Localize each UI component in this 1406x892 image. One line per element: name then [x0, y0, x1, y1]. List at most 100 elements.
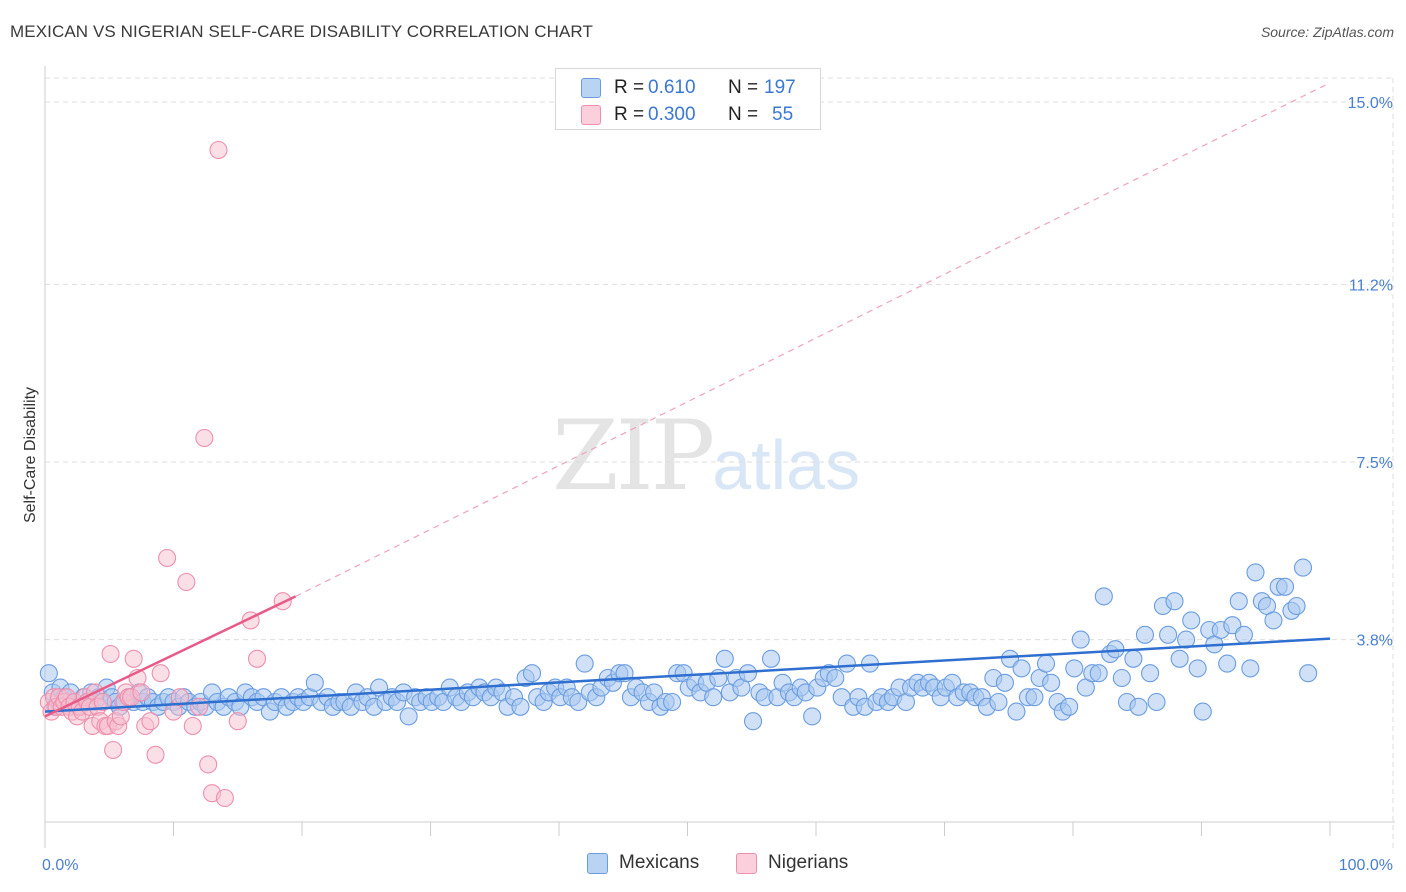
n-value: 55 [772, 104, 794, 125]
mexicans-point-71 [399, 707, 418, 726]
gridlines [45, 77, 1395, 848]
n-label: N = [728, 77, 759, 98]
nigerians-legend-swatch [736, 853, 757, 874]
mexicans-point-214 [1234, 625, 1253, 644]
y-tick-label-1: 7.5% [1357, 455, 1393, 472]
nigerians-point-39 [151, 664, 170, 683]
nigerians-point-49 [209, 140, 228, 160]
mexicans-point-205 [1182, 611, 1201, 630]
nigerians-point-51 [228, 712, 247, 731]
mexicans-point-185 [1065, 659, 1084, 678]
mexicans-point-144 [826, 668, 845, 688]
n-value: 197 [764, 77, 796, 98]
trend-lines [295, 82, 1331, 597]
y-tick-label-3: 15.0% [1348, 95, 1393, 112]
mexicans-point-206 [1188, 659, 1207, 678]
mexicans-point-215 [1241, 659, 1260, 678]
mexicans-point-198 [1141, 664, 1160, 683]
y-tick-label-0: 3.8% [1357, 633, 1393, 650]
mexicans-trend-line [44, 637, 1331, 713]
watermark: ZIPatlas [552, 400, 860, 512]
nigerians-trend-line [44, 595, 297, 718]
x-tick-label-0: 0.0% [42, 857, 78, 874]
mexicans-point-186 [1071, 630, 1090, 649]
mexicans-point-199 [1147, 692, 1166, 712]
mexicans-point-201 [1159, 625, 1178, 644]
mexicans-point-224 [1293, 558, 1313, 577]
chart-title: MEXICAN VS NIGERIAN SELF-CARE DISABILITY… [10, 22, 593, 41]
nigerians-point-35 [132, 683, 151, 702]
mexicans-point-192 [1106, 640, 1125, 659]
mexicans-point-221 [1275, 577, 1295, 596]
watermark-atlas: atlas [712, 426, 861, 504]
nigerians-point-40 [158, 548, 177, 568]
nigerians-point-53 [247, 649, 267, 668]
mexicans-point-90 [511, 697, 530, 716]
nigerians-legend-label: Nigerians [768, 852, 849, 873]
mexicans-point-133 [761, 649, 781, 668]
mexicans-point-213 [1229, 592, 1248, 611]
mexicans-point-203 [1170, 649, 1189, 668]
y-axis-label: Self-Care Disability [22, 387, 39, 523]
r-value: 0.610 [648, 77, 696, 98]
mexicans-point-125 [715, 649, 734, 668]
mexicans-point-216 [1246, 563, 1265, 582]
nigerians-swatch [581, 105, 601, 125]
mexicans-swatch [581, 78, 601, 98]
mexicans-point-223 [1287, 596, 1306, 616]
nigerians-point-47 [199, 755, 218, 774]
nigerians-point-37 [141, 712, 160, 731]
tick-labels: 3.8% 7.5% 11.2% 15.0% 0.0% 100.0% [42, 95, 1393, 874]
mexicans-point-219 [1264, 611, 1283, 630]
mexicans-point-184 [1060, 697, 1079, 716]
nigerians-point-25 [104, 740, 123, 760]
source-credit: Source: ZipAtlas.com [1260, 24, 1394, 40]
mexicans-point-197 [1135, 625, 1155, 644]
legend-row-mexicans: R = 0.610 N = 197 [556, 75, 820, 101]
nigerians-trend-extension [295, 82, 1331, 597]
r-value: 0.300 [648, 104, 696, 125]
nigerians-point-42 [170, 688, 189, 707]
mexicans-point-101 [575, 654, 594, 673]
mexicans-points [39, 558, 1318, 731]
mexicans-point-212 [1223, 616, 1242, 635]
x-tick-label-1: 100.0% [1339, 857, 1393, 874]
mexicans-point-176 [1012, 659, 1031, 678]
legend-row-nigerians: R = 0.300 N = 55 [556, 102, 820, 128]
nigerians-point-46 [195, 428, 214, 448]
nigerians-point-24 [101, 644, 120, 664]
mexicans-point-173 [995, 673, 1014, 692]
mexicans-point-146 [837, 654, 856, 673]
mexicans-point-202 [1165, 592, 1184, 611]
mexicans-point-195 [1124, 649, 1143, 668]
y-tick-label-2: 11.2% [1349, 277, 1393, 294]
mexicans-point-116 [663, 692, 682, 712]
nigerians-point-38 [146, 745, 165, 764]
mexicans-point-123 [704, 688, 723, 707]
nigerians-point-50 [215, 788, 234, 808]
mexicans-point-190 [1094, 587, 1113, 606]
mexicans-point-130 [743, 712, 763, 731]
r-label: R = [614, 104, 645, 125]
mexicans-point-180 [1036, 654, 1056, 673]
mexicans-point-196 [1129, 697, 1148, 716]
mexicans-point-55 [305, 673, 324, 692]
nigerians-point-45 [190, 697, 209, 716]
mexicans-point-189 [1089, 664, 1108, 683]
mexicans-point-225 [1299, 664, 1318, 683]
nigerians-point-33 [124, 649, 143, 668]
mexicans-point-0 [39, 664, 58, 683]
mexicans-point-172 [989, 692, 1008, 712]
mexicans-legend-swatch [587, 853, 608, 874]
nigerians-point-44 [183, 716, 202, 736]
mexicans-point-211 [1218, 654, 1237, 673]
mexicans-point-174 [1000, 649, 1020, 668]
x-axis [44, 821, 1395, 848]
nigerians-point-21 [93, 692, 112, 712]
mexicans-point-204 [1177, 630, 1196, 649]
mexicans-point-193 [1112, 668, 1131, 688]
correlation-legend: R = 0.610 N = 197 R = 0.300 N = 55 [555, 68, 821, 130]
mexicans-point-140 [803, 707, 822, 726]
mexicans-legend-label: Mexicans [619, 852, 700, 873]
